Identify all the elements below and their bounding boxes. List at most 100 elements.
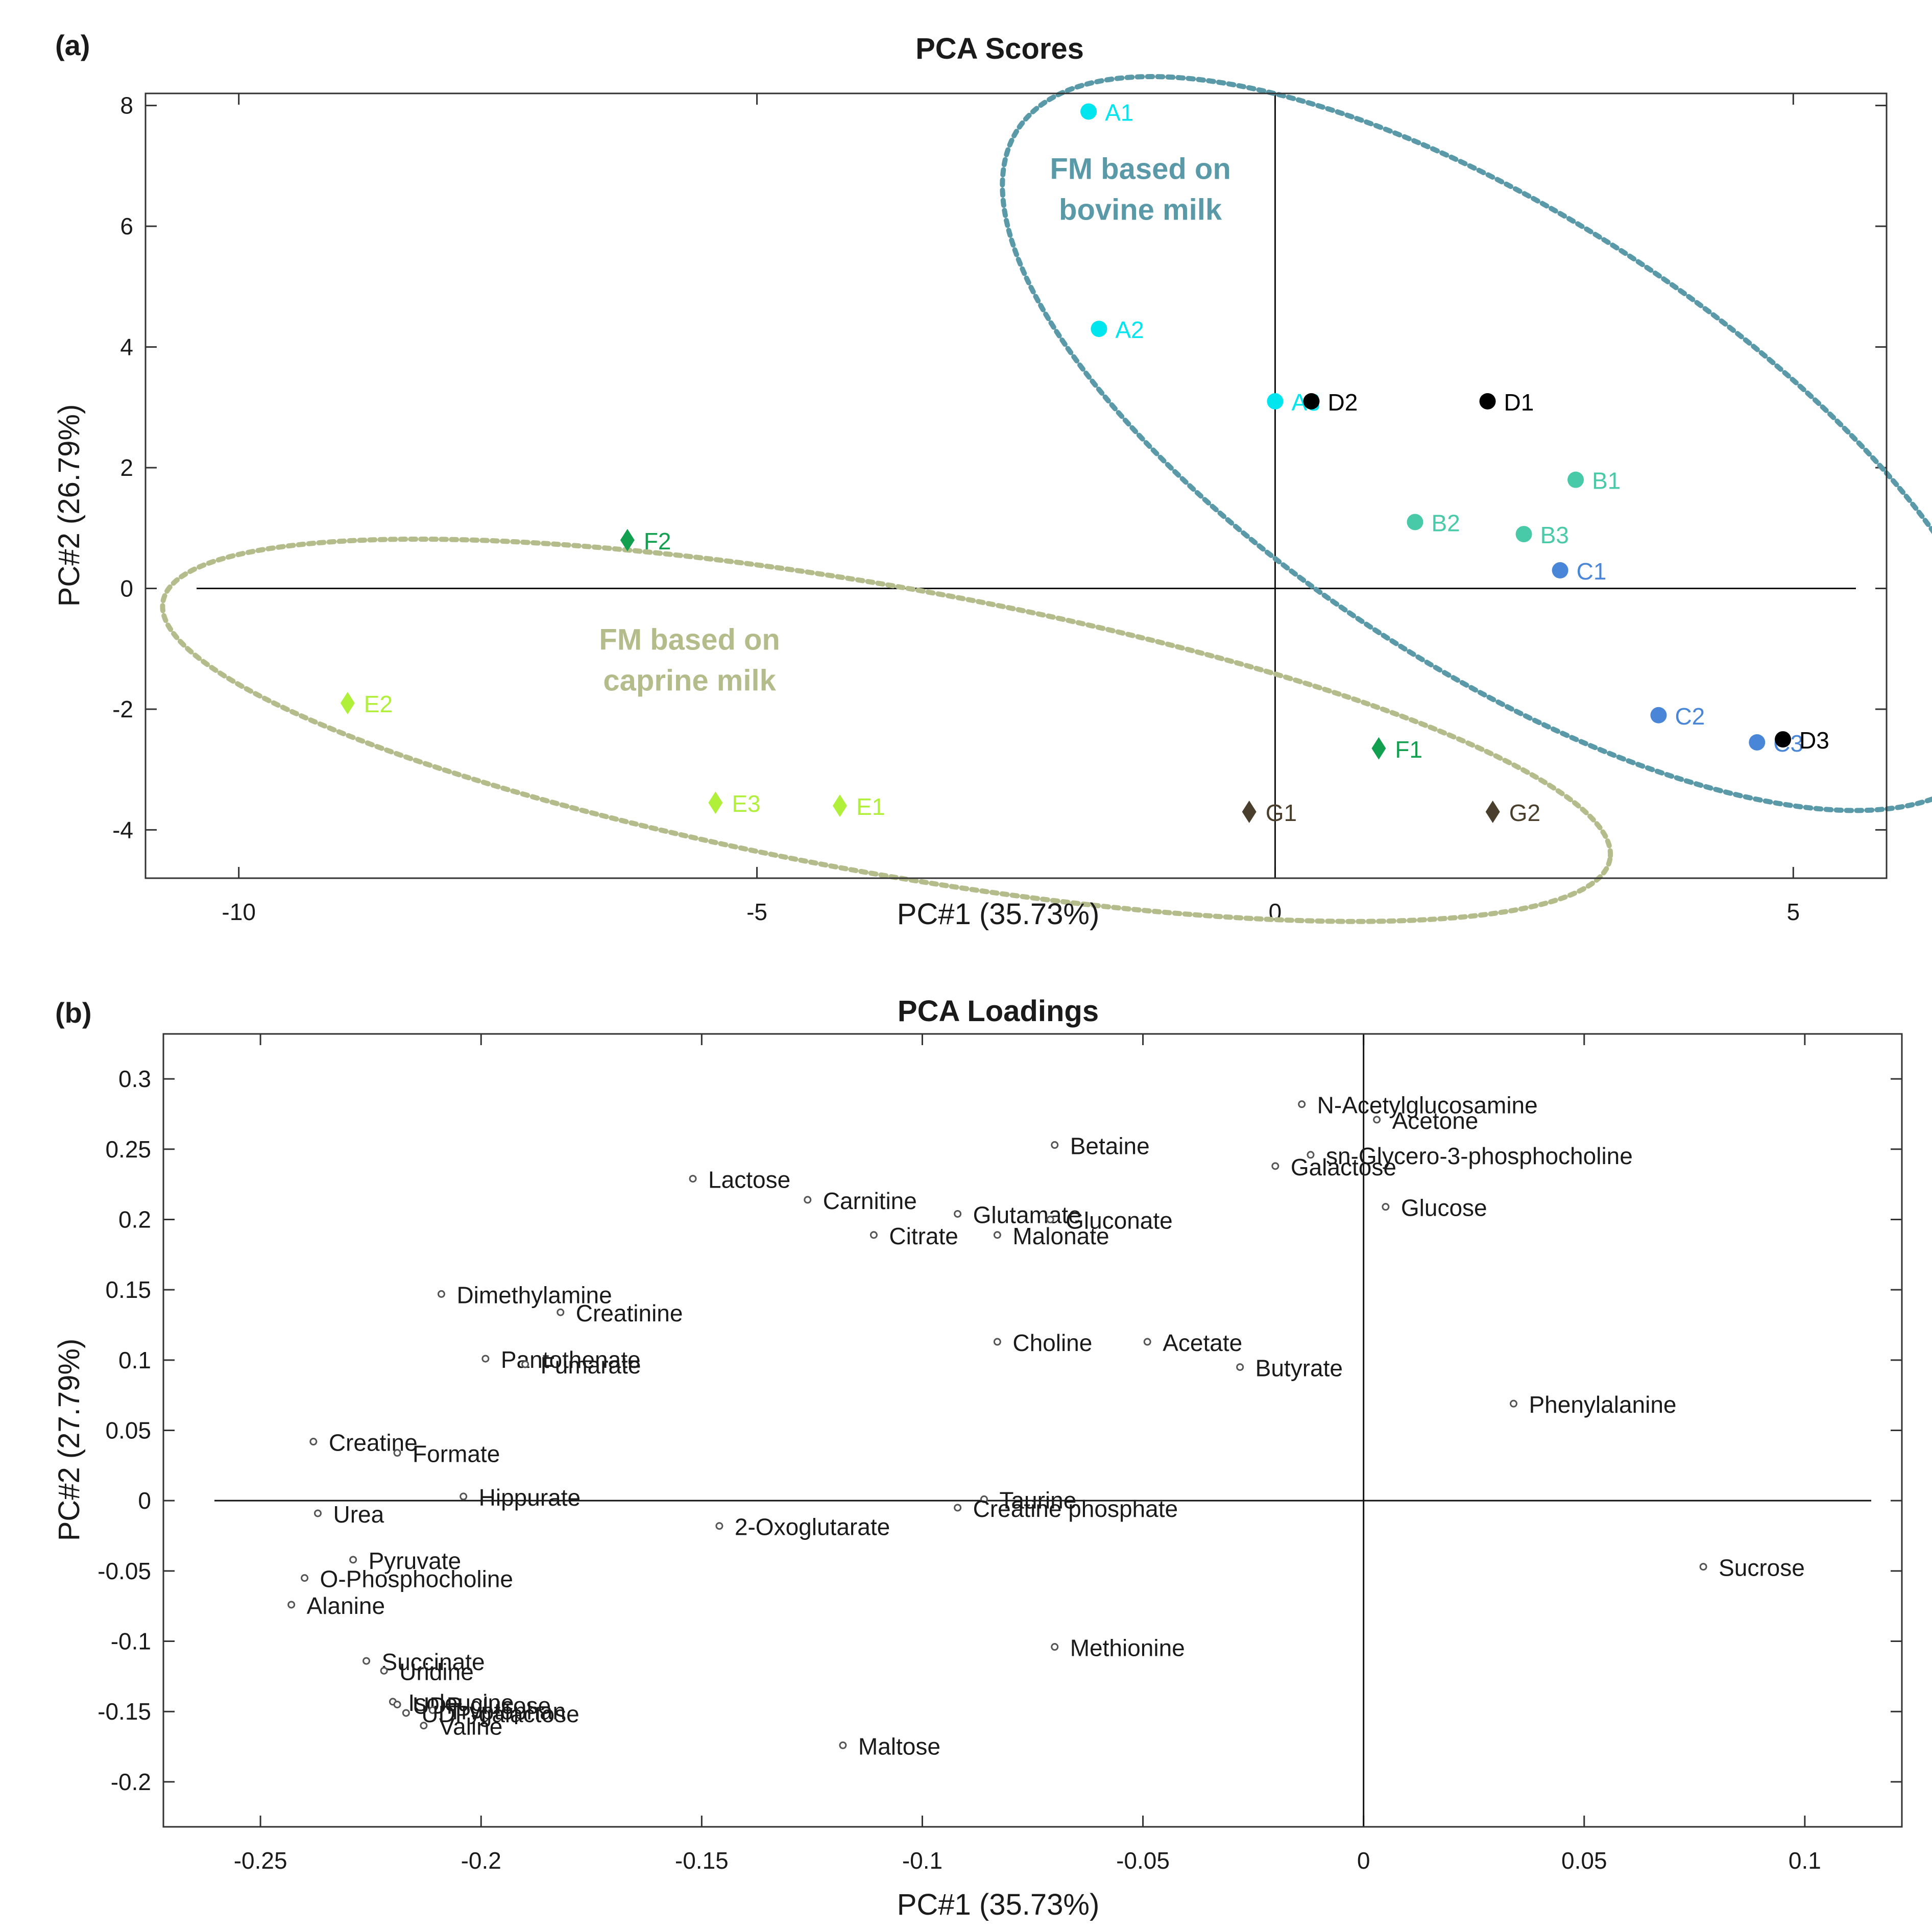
y-tick-label: -0.15 (98, 1698, 151, 1725)
loading-point (287, 1601, 296, 1609)
loading-label: Acetate (1163, 1330, 1242, 1356)
x-tick-label: -0.2 (461, 1847, 501, 1874)
loading-label: Carnitine (823, 1188, 917, 1214)
y-tick-label: -0.05 (98, 1558, 151, 1584)
score-point-label: G2 (1509, 800, 1540, 826)
scores-y-axis-label: PC#2 (26.79%) (53, 404, 86, 607)
score-point-label: A1 (1105, 99, 1133, 126)
y-tick-label: 0 (138, 1487, 151, 1514)
loading-label: Dimethylamine (456, 1282, 612, 1308)
loading-label: Lactose (708, 1167, 790, 1193)
loading-point (993, 1231, 1001, 1239)
y-tick-label: 0.05 (105, 1417, 151, 1444)
loadings-plot-title: PCA Loadings (898, 995, 1099, 1028)
score-point-e1 (832, 794, 847, 817)
loading-label: sn-Glycero-3-phosphocholine (1326, 1143, 1633, 1169)
loading-point (954, 1504, 962, 1512)
x-tick-label: 0 (1357, 1847, 1370, 1874)
score-point-b2 (1407, 514, 1423, 530)
x-tick-label: -0.05 (1116, 1847, 1170, 1874)
loading-label: Uridine (399, 1658, 474, 1685)
score-point-d1 (1479, 393, 1496, 409)
loading-point (393, 1449, 401, 1457)
loadings-plot-frame (162, 1033, 1903, 1828)
loadings-x-tick-labels: -0.25 -0.2 -0.15 -0.1 -0.05 0 0.05 0.1 (234, 1847, 1821, 1874)
score-point-label: E1 (856, 793, 885, 820)
score-point-a2 (1091, 321, 1107, 337)
loading-label: O-Phosphocholine (320, 1566, 513, 1592)
score-point-label: D2 (1327, 389, 1358, 416)
y-tick-label: 2 (120, 454, 133, 481)
score-point-label: F1 (1395, 736, 1422, 763)
loading-point (1236, 1363, 1244, 1371)
loading-label: Butyrate (1255, 1355, 1343, 1382)
group-label-line1: FM based on (599, 623, 780, 657)
score-point-label: F2 (644, 528, 671, 554)
y-tick-label: 0.1 (118, 1347, 151, 1373)
loading-point (804, 1196, 812, 1204)
score-point-d2 (1303, 393, 1320, 409)
loading-point (1699, 1563, 1707, 1571)
x-tick-label: -5 (746, 899, 767, 925)
loading-point (689, 1175, 697, 1183)
loading-point (839, 1741, 847, 1749)
loading-point (428, 1706, 437, 1714)
loading-point (954, 1210, 962, 1218)
score-point-d3 (1775, 731, 1792, 748)
loading-point (1051, 1643, 1059, 1651)
score-point-label: B3 (1540, 522, 1569, 548)
loading-point (1271, 1162, 1279, 1170)
group-ellipses: FM based on bovine milk FM based on caprine… (160, 74, 1932, 924)
score-point-c2 (1650, 707, 1667, 723)
loading-point (993, 1338, 1001, 1346)
loading-label: Maltose (858, 1733, 940, 1759)
loading-label: Fumarate (541, 1352, 641, 1379)
score-point-label: B1 (1592, 468, 1621, 494)
loading-label: Glutamate (973, 1201, 1081, 1228)
loading-label: Galactose (1291, 1154, 1396, 1180)
loading-point (557, 1308, 565, 1316)
loading-point (301, 1574, 309, 1582)
y-tick-label: -4 (112, 816, 133, 843)
panel-b-label: (b) (55, 997, 92, 1029)
loading-point (870, 1231, 878, 1239)
loading-label: Alanine (307, 1592, 385, 1619)
loadings-y-tick-labels: -0.2 -0.15 -0.1 -0.05 0 0.05 0.1 0.15 0.2 0.25 0.3 (98, 1066, 151, 1795)
score-point-g2 (1485, 800, 1500, 823)
loading-point (349, 1556, 357, 1564)
score-point-b1 (1567, 471, 1584, 488)
loading-point (1046, 1215, 1054, 1223)
x-tick-label: 5 (1787, 899, 1800, 925)
score-point-label: C2 (1675, 703, 1705, 730)
score-point-label: G1 (1266, 800, 1297, 826)
loading-point (1298, 1100, 1306, 1108)
scores-plot-title: PCA Scores (915, 32, 1084, 65)
scores-y-tick-labels: -4 -2 0 2 4 6 8 (112, 92, 133, 843)
x-tick-label: 0.1 (1789, 1847, 1821, 1874)
loading-point (481, 1355, 490, 1363)
loading-point (1382, 1203, 1390, 1211)
loading-label: Valine (439, 1713, 502, 1740)
scores-panel: (a) PCA Scores -10 -5 0 5 -4 -2 0 2 4 6 8 FM base… (53, 29, 1932, 931)
y-tick-label: -0.2 (111, 1769, 151, 1795)
score-point-c3 (1749, 734, 1766, 751)
x-tick-label: -0.25 (234, 1847, 287, 1874)
loading-point (437, 1290, 445, 1298)
y-tick-label: -0.1 (111, 1628, 151, 1655)
score-point-f2 (620, 528, 635, 551)
loading-point (420, 1722, 428, 1730)
x-tick-label: -10 (222, 899, 255, 925)
y-tick-label: 0.15 (105, 1276, 151, 1303)
score-point-a1 (1080, 103, 1097, 120)
score-point-label: A2 (1115, 317, 1144, 343)
loading-point (1143, 1338, 1151, 1346)
loading-point (309, 1438, 318, 1446)
y-tick-label: 4 (120, 334, 133, 360)
loading-label: Tryptophan (448, 1698, 566, 1724)
y-tick-label: -2 (112, 696, 133, 722)
loading-label: Formate (413, 1441, 500, 1467)
group-label-line2: bovine milk (1059, 193, 1222, 226)
loadings-ticks (163, 1034, 1902, 1827)
loading-label: Taurine (999, 1487, 1076, 1513)
